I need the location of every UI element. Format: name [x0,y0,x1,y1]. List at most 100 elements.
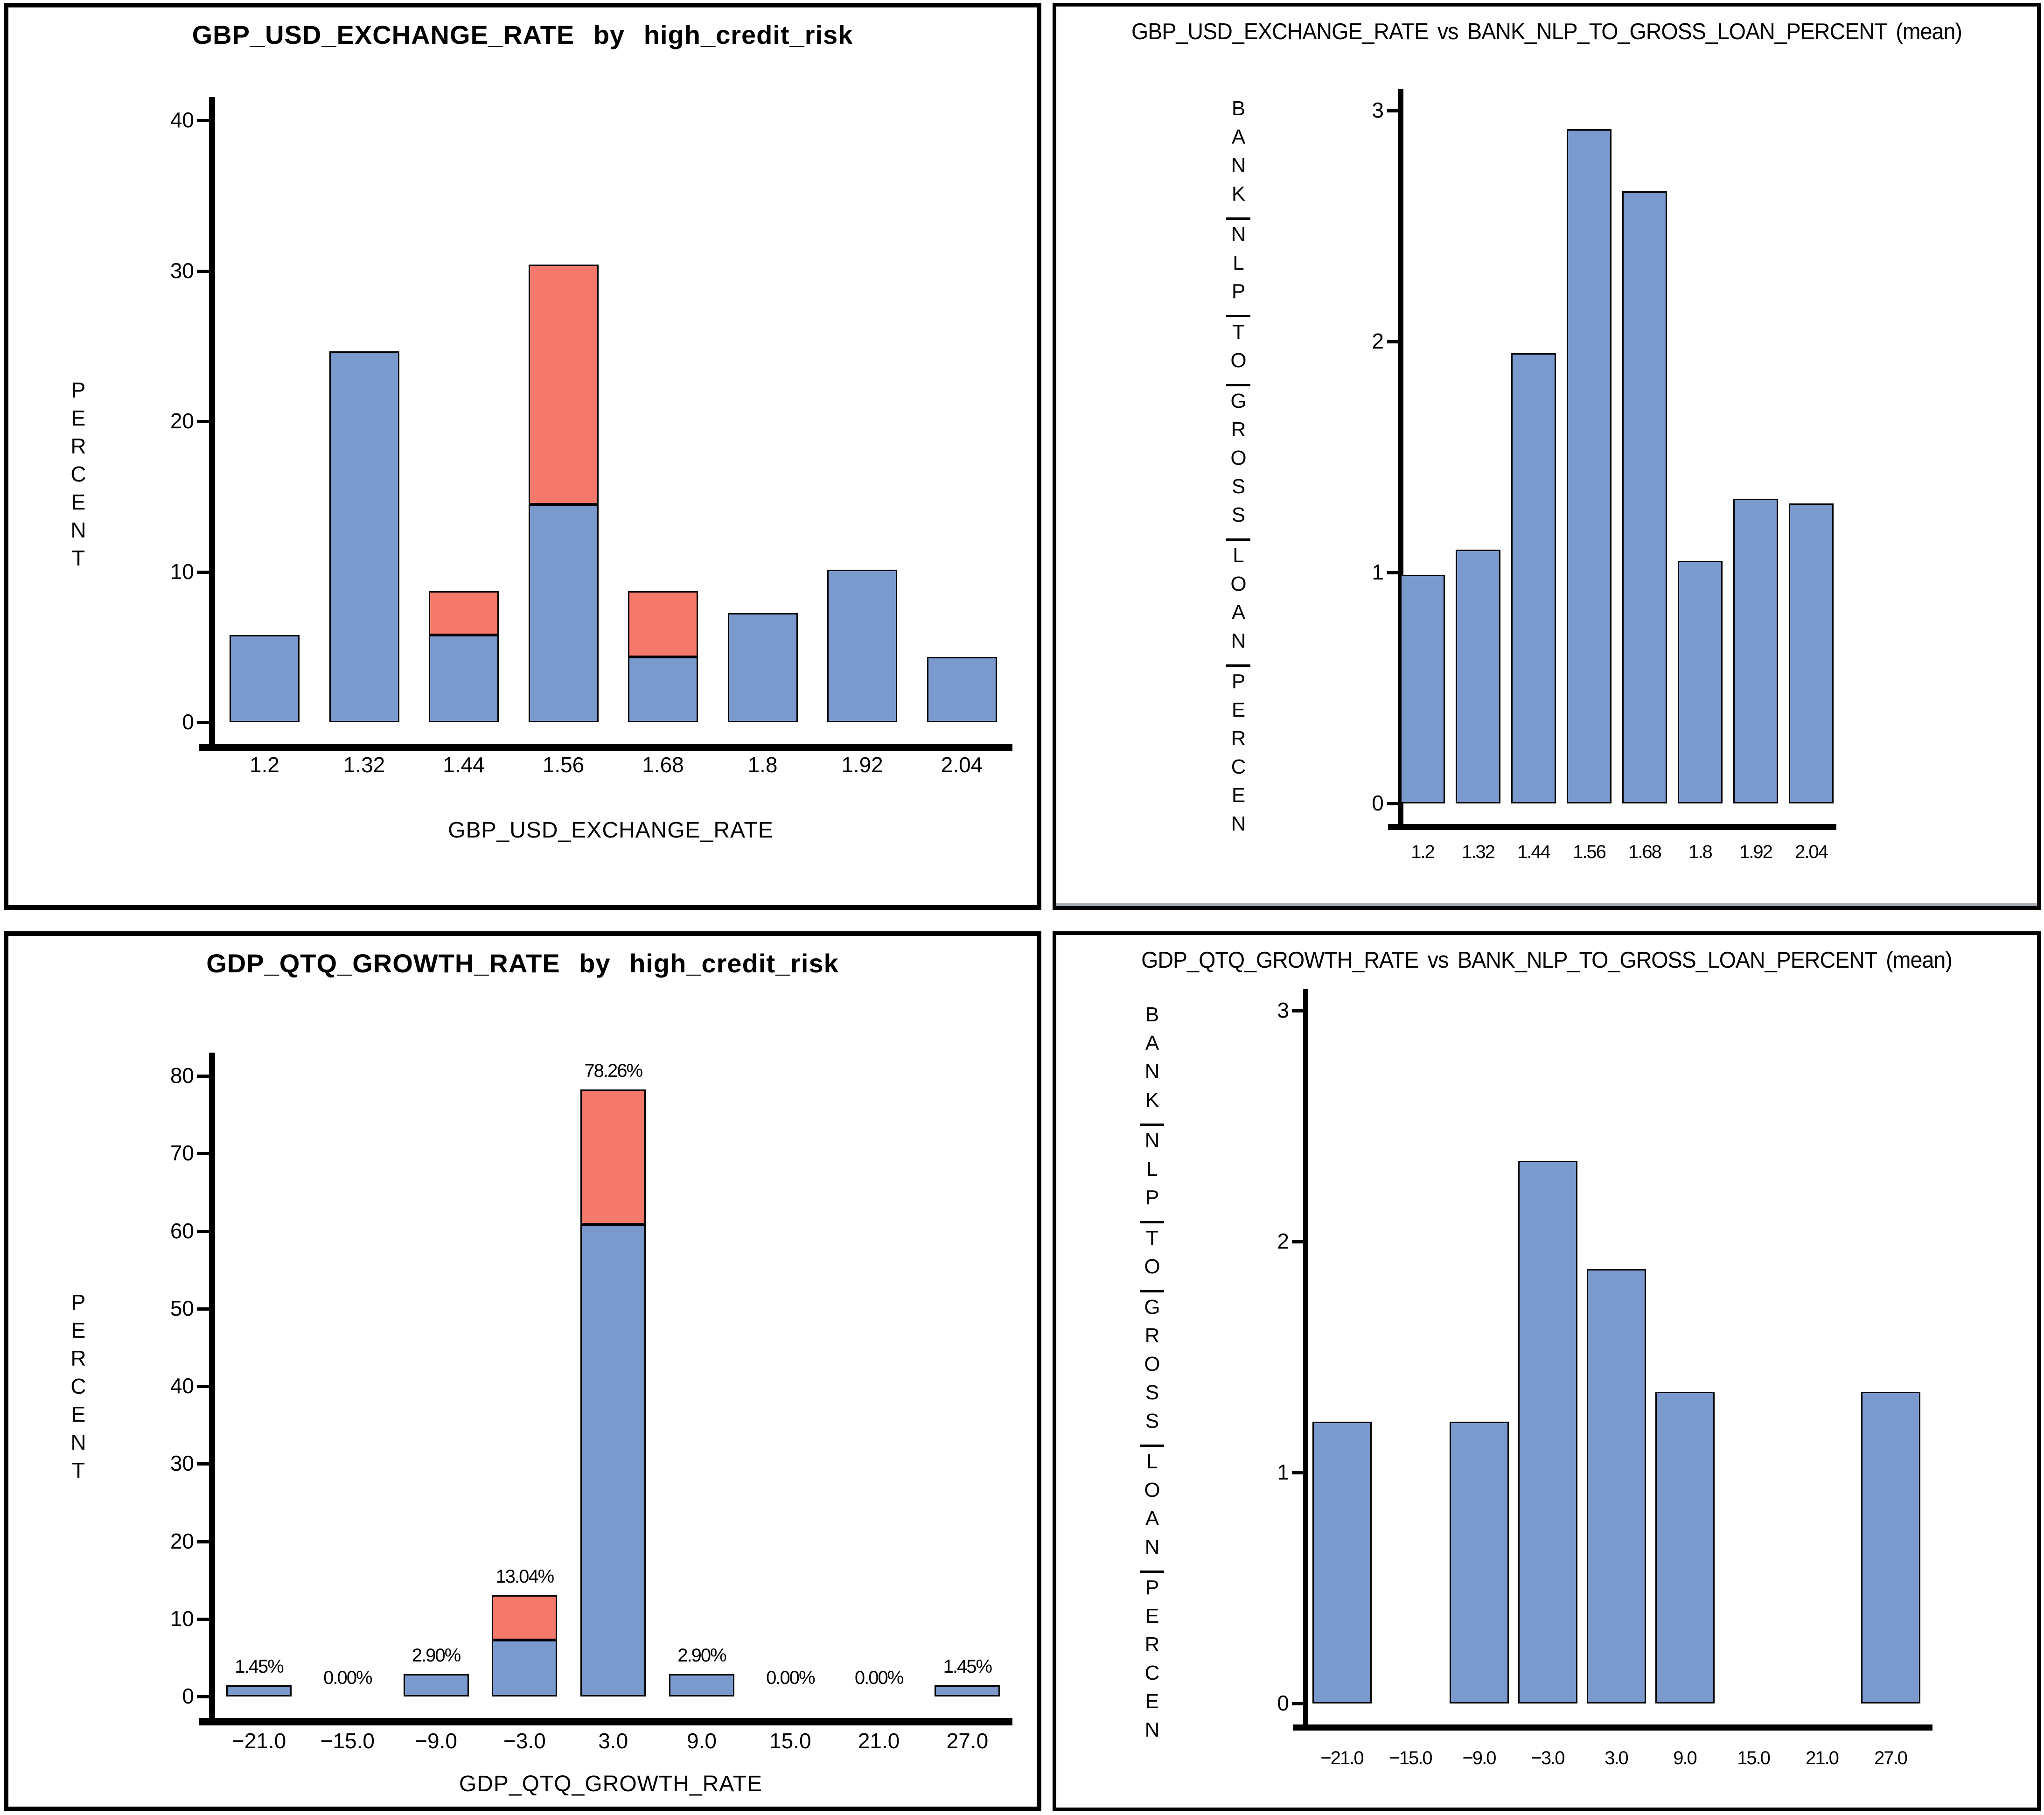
y-axis-label-letter: T [71,546,85,570]
bar-segment [429,591,499,635]
y-axis-label-letter: N [1231,629,1246,652]
x-tick-label: −15.0 [320,1729,375,1753]
x-axis-line [199,744,1012,751]
y-axis-label-letter: O [1230,447,1246,469]
y-axis-label-letter: E [1145,1690,1159,1713]
y-axis-label-letter: A [1145,1507,1159,1530]
y-axis-label-letter: P [1133,1571,1171,1602]
y-axis-line [1303,989,1308,1725]
y-tick-label: 40 [170,1374,194,1398]
y-axis-label-letter: L [1220,538,1257,570]
y-tick-label: 70 [170,1141,194,1166]
panel-gbp-by-credit-risk: GBP_USD_EXCHANGE_RATE by high_credit_ris… [4,3,1041,910]
bar-segment [727,613,798,722]
chart-title: GDP_QTQ_GROWTH_RATE vs BANK_NLP_TO_GROSS… [1141,948,1953,973]
bar-segment [1449,1422,1509,1703]
x-tick-label: 2.04 [1795,842,1828,862]
x-tick-label: −3.0 [503,1729,546,1753]
x-tick-label: 21.0 [858,1729,900,1753]
y-tick-mark [1387,109,1398,112]
chart-gdp-vs-nlp-mean: B A N K N L P T O G R O S S L O A N P E R C E N 0 1 2 3 −21.0 −15.0 −9… [1056,935,2037,1808]
y-tick-mark [197,269,209,273]
y-axis-label-letter: R [1144,1633,1160,1656]
y-axis-label-letter: N [1144,1718,1160,1741]
x-tick-label: 1.44 [443,753,485,777]
y-axis-label-letter: P [1220,664,1257,696]
y-tick-label: 10 [170,1606,194,1631]
bar-segment [1586,1269,1646,1703]
y-axis-label-letter: E [71,1318,86,1342]
y-axis-label-letter: G [1220,384,1257,415]
x-tick-label: 27.0 [946,1729,989,1753]
bar-segment [827,569,897,722]
y-tick-label: 3 [1277,998,1289,1022]
x-axis-line [1388,824,1836,830]
bar-segment [1456,549,1500,803]
y-axis-label-letter: N [1231,154,1246,177]
y-tick-mark [197,420,209,423]
x-tick-label: −3.0 [1531,1748,1565,1768]
x-tick-label: 21.0 [1806,1748,1839,1768]
y-axis-label-letter: P [1145,1186,1159,1209]
y-tick-label: 20 [170,409,194,433]
y-axis-label-letter: O [1230,572,1246,595]
bar-segment [580,1224,646,1696]
x-axis-title: GDP_QTQ_GROWTH_RATE [459,1772,763,1796]
bar-segment [403,1674,469,1696]
x-axis-line [1293,1724,1932,1731]
x-tick-label: 27.0 [1874,1748,1908,1768]
bar-percent-label: 13.04% [495,1566,555,1587]
y-axis-label-letter: E [71,406,86,430]
x-tick-label: 1.44 [1517,842,1551,862]
x-tick-label: 1.92 [1739,842,1773,862]
x-axis-title: GBP_USD_EXCHANGE_RATE [448,818,774,843]
bar-segment [1733,498,1778,803]
y-tick-mark [197,1695,209,1698]
y-axis-label-letter: G [1133,1290,1171,1321]
x-tick-label: 15.0 [769,1729,811,1753]
y-tick-mark [197,570,209,574]
y-tick-label: 1 [1277,1460,1289,1484]
y-axis-label-letter: A [1231,601,1245,624]
y-tick-mark [1292,1702,1303,1705]
y-axis-label-letter: N [70,1430,86,1454]
y-axis-line [209,97,215,744]
y-tick-label: 2 [1372,329,1384,353]
x-tick-label: 3.0 [1605,1748,1629,1768]
x-tick-label: −9.0 [1462,1748,1497,1768]
y-tick-label: 0 [182,1684,194,1708]
y-tick-mark [197,1385,209,1388]
y-tick-mark [1292,1240,1303,1243]
bar-segment [1861,1391,1920,1703]
y-axis-label-letter: N [1144,1536,1160,1558]
y-axis-label-letter: O [1144,1479,1160,1501]
y-tick-label: 80 [170,1063,194,1088]
y-axis-label-letter: R [1144,1324,1160,1347]
x-tick-label: 1.56 [542,753,585,777]
bar-segment [1655,1391,1715,1703]
panel-gdp-vs-nlp-mean: GDP_QTQ_GROWTH_RATE vs BANK_NLP_TO_GROSS… [1053,931,2041,1811]
x-tick-label: 1.8 [747,753,778,777]
chart-gdp-by-risk: P E R C E N T 0 10 20 30 40 50 60 70 80 1.45% −21.0 0.00% −… [8,936,1037,1807]
y-tick-mark [197,1617,209,1621]
bar-percent-label: 1.45% [235,1656,284,1677]
y-tick-mark [197,1229,209,1233]
y-tick-label: 3 [1372,98,1384,122]
bar-segment [927,656,997,722]
y-tick-label: 0 [1277,1691,1289,1715]
y-tick-mark [1387,571,1398,574]
y-tick-mark [197,1540,209,1543]
y-tick-label: 10 [170,559,194,584]
bar-segment [580,1089,646,1225]
y-tick-label: 50 [170,1296,194,1320]
bar-segment [429,635,499,722]
y-axis-label-letter: C [70,1374,86,1398]
bar-percent-label: 0.00% [323,1668,372,1688]
x-tick-label: 9.0 [1673,1748,1697,1768]
y-tick-mark [197,1462,209,1466]
x-tick-label: 1.56 [1573,842,1606,862]
